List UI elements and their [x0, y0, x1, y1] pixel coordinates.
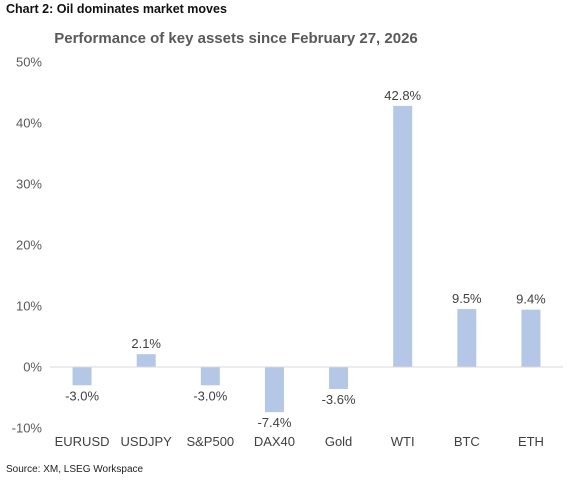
y-axis-ticks: -10% 0% 10% 20% 30% 40% 50% — [12, 55, 43, 436]
y-tick-label: 40% — [16, 116, 42, 131]
bar-eurusd — [72, 367, 92, 386]
category-label: USDJPY — [121, 434, 173, 449]
bar-usdjpy — [136, 354, 156, 367]
chart-heading: Chart 2: Oil dominates market moves — [6, 2, 227, 16]
category-label: EURUSD — [55, 434, 110, 449]
data-label: -3.6% — [322, 392, 356, 407]
data-labels: -3.0% 2.1% -3.0% -7.4% -3.6% 42.8% 9.5% 9.4% — [65, 88, 546, 430]
category-labels: EURUSD USDJPY S&P500 DAX40 Gold WTI BTC ETH — [55, 434, 544, 449]
category-label: DAX40 — [254, 434, 295, 449]
bar-wti — [393, 105, 413, 368]
category-label: S&P500 — [186, 434, 234, 449]
data-label: 2.1% — [131, 336, 161, 351]
bar-gold — [329, 367, 349, 389]
data-label: -7.4% — [257, 415, 291, 430]
category-label: Gold — [325, 434, 352, 449]
y-tick-label: -10% — [12, 421, 43, 436]
data-label: 9.5% — [452, 291, 482, 306]
y-tick-label: 0% — [23, 360, 42, 375]
y-tick-label: 10% — [16, 299, 42, 314]
bar-sp500 — [200, 367, 220, 386]
y-tick-label: 50% — [16, 55, 42, 70]
bars — [72, 105, 541, 413]
category-label: ETH — [518, 434, 544, 449]
data-label: 9.4% — [516, 292, 546, 307]
y-tick-label: 30% — [16, 177, 42, 192]
chart-title: Performance of key assets since February… — [54, 30, 418, 47]
data-label: -3.0% — [65, 388, 99, 403]
y-tick-label: 20% — [16, 238, 42, 253]
data-label: 42.8% — [384, 88, 421, 103]
category-label: WTI — [391, 434, 415, 449]
category-label: BTC — [454, 434, 480, 449]
bar-dax40 — [264, 367, 284, 413]
bar-eth — [521, 309, 541, 367]
data-label: -3.0% — [193, 388, 227, 403]
bar-btc — [457, 309, 477, 367]
source-note: Source: XM, LSEG Workspace — [6, 464, 144, 475]
